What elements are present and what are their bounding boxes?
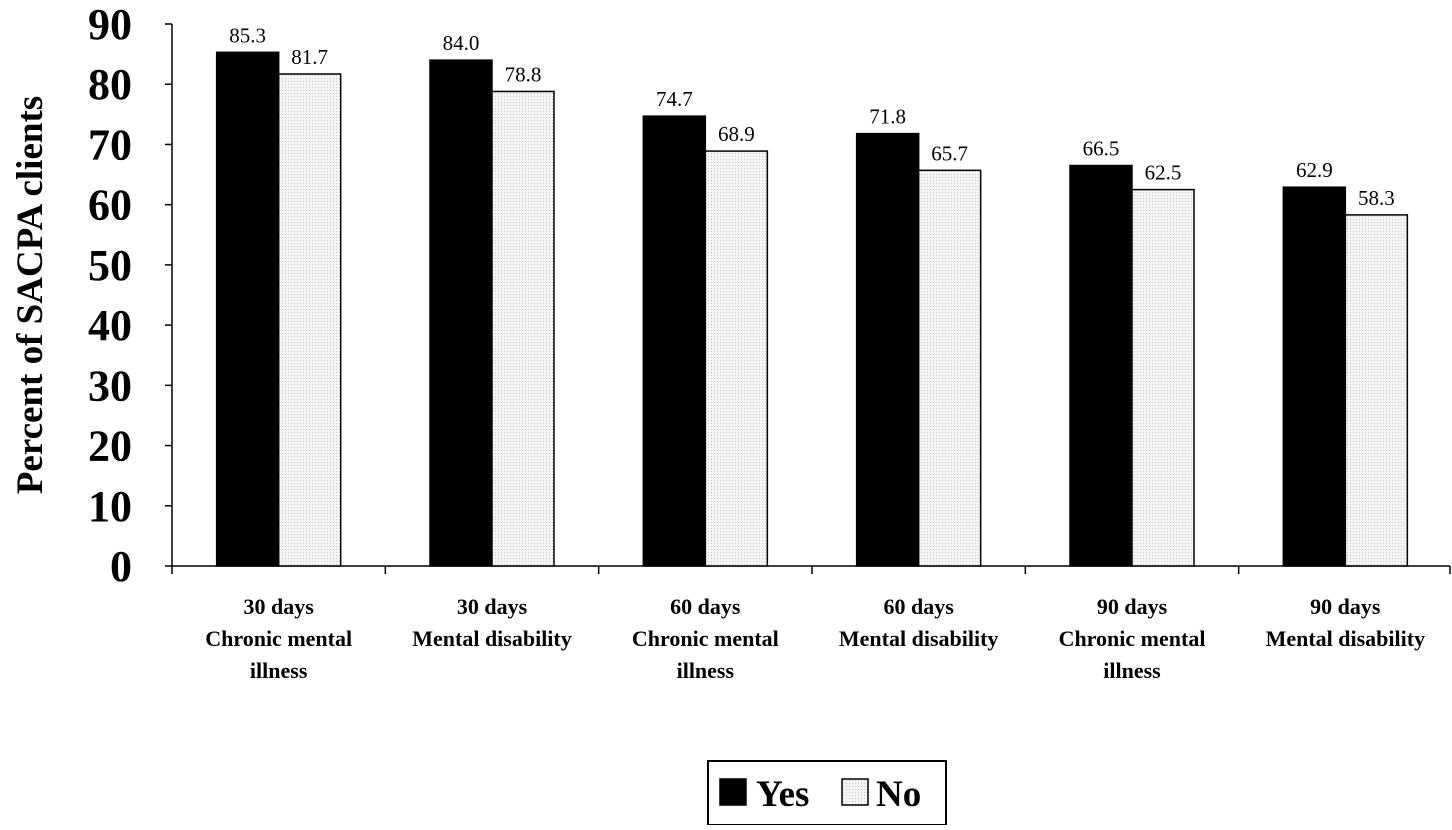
data-label-yes: 62.9 xyxy=(1296,158,1333,182)
bar-no xyxy=(277,73,342,567)
bar-yes xyxy=(642,115,707,567)
data-label-yes: 71.8 xyxy=(869,105,906,129)
x-tick-label: 30 days Mental disability xyxy=(412,594,572,651)
data-label-yes: 66.5 xyxy=(1083,137,1120,161)
x-tick-label-line: 60 days xyxy=(884,594,955,619)
x-tick-label-line: Mental disability xyxy=(412,626,572,651)
legend-label-no: No xyxy=(876,774,921,815)
bars xyxy=(215,51,1409,567)
data-label-yes: 84.0 xyxy=(443,31,480,55)
y-tick-label: 50 xyxy=(88,241,132,290)
data-label-no: 68.9 xyxy=(718,122,755,146)
y-tick-labels: 0 10 20 30 40 50 60 70 80 90 xyxy=(88,0,132,591)
y-tick-label: 40 xyxy=(88,301,132,350)
y-axis-label: Percent of SACPA clients xyxy=(10,96,51,494)
y-tick-label: 20 xyxy=(88,422,132,471)
axes xyxy=(165,23,1451,574)
legend-swatch-no xyxy=(841,778,869,806)
bar-no xyxy=(1344,214,1409,567)
bar-no xyxy=(1131,188,1195,567)
bar-no xyxy=(704,150,769,567)
x-tick-label-line: illness xyxy=(1103,658,1161,683)
x-tick-label-line: Mental disability xyxy=(839,626,999,651)
y-tick-label: 10 xyxy=(88,482,132,531)
bar-no xyxy=(491,90,555,567)
bar-yes xyxy=(855,132,920,567)
y-tick-label: 60 xyxy=(88,181,132,230)
data-labels: 85.3 84.0 74.7 71.8 66.5 62.9 81.7 78.8 68.9 65.7… xyxy=(229,23,1394,210)
y-tick-label: 90 xyxy=(88,0,132,49)
x-tick-label: 60 days Chronic mental illness xyxy=(632,594,779,683)
data-label-no: 62.5 xyxy=(1145,161,1182,185)
data-label-yes: 85.3 xyxy=(229,23,266,47)
y-tick-label: 70 xyxy=(88,120,132,169)
data-label-yes: 74.7 xyxy=(656,87,693,111)
legend-box xyxy=(707,760,947,826)
data-label-no: 65.7 xyxy=(931,141,968,165)
data-label-no: 81.7 xyxy=(291,45,328,69)
x-tick-label: 90 days Chronic mental illness xyxy=(1059,594,1206,683)
x-tick-labels: 30 days Chronic mental illness 30 days Menta… xyxy=(205,594,1425,683)
legend-swatch-yes xyxy=(719,778,747,806)
y-tick-label: 80 xyxy=(88,60,132,109)
legend-label-yes: Yes xyxy=(756,774,809,815)
x-tick-label: 90 days Mental disability xyxy=(1266,594,1426,651)
x-tick-label-line: Mental disability xyxy=(1266,626,1426,651)
bar-yes xyxy=(1069,164,1133,567)
x-tick-label-line: Chronic mental xyxy=(632,626,779,651)
data-label-no: 78.8 xyxy=(505,62,542,86)
x-tick-label-line: Chronic mental xyxy=(1059,626,1206,651)
x-tick-label-line: Chronic mental xyxy=(205,626,352,651)
x-tick-label-line: 90 days xyxy=(1097,594,1168,619)
x-tick-label-line: 30 days xyxy=(457,594,528,619)
x-tick-label-line: illness xyxy=(250,658,308,683)
y-tick-label: 30 xyxy=(88,361,132,410)
x-tick-label-line: 90 days xyxy=(1310,594,1381,619)
y-tick-label: 0 xyxy=(110,542,132,591)
x-tick-label-line: illness xyxy=(677,658,735,683)
x-tick-label: 30 days Chronic mental illness xyxy=(205,594,352,683)
data-label-no: 58.3 xyxy=(1358,186,1395,210)
x-tick-label: 60 days Mental disability xyxy=(839,594,999,651)
bar-yes xyxy=(429,59,493,567)
legend: Yes No xyxy=(707,760,947,826)
bar-no xyxy=(917,169,982,567)
x-tick-label-line: 60 days xyxy=(670,594,741,619)
x-tick-label-line: 30 days xyxy=(244,594,315,619)
bar-yes xyxy=(1282,186,1347,567)
bar-yes xyxy=(215,51,280,567)
